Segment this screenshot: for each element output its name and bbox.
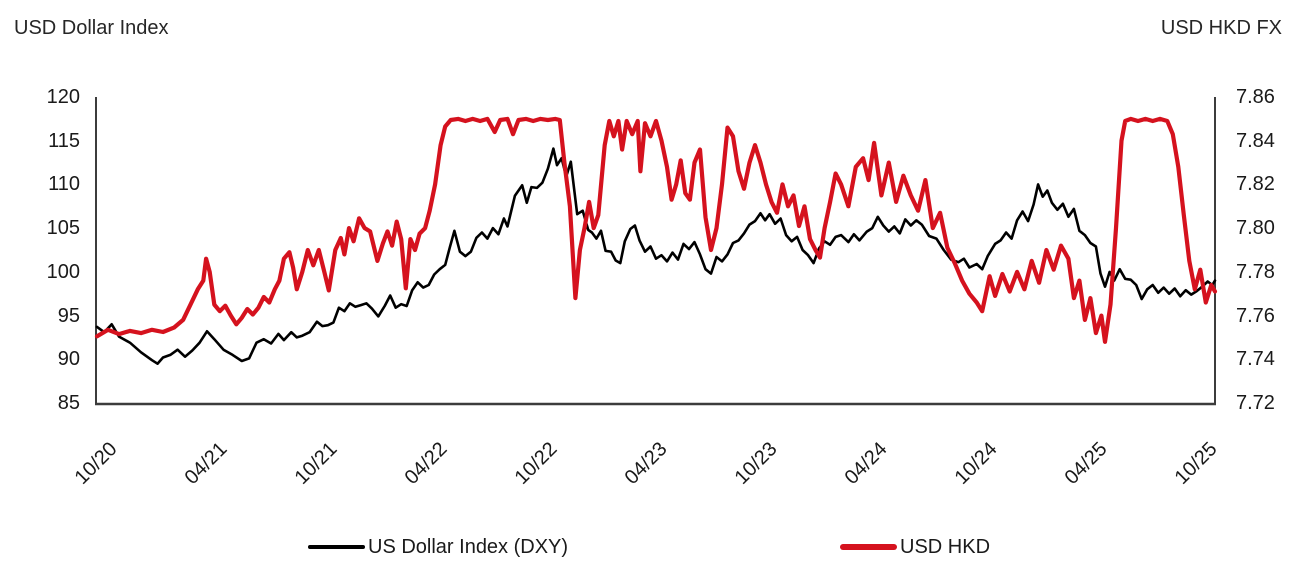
left-axis-title: USD Dollar Index xyxy=(14,17,169,39)
legend-label-dxy: US Dollar Index (DXY) xyxy=(368,536,569,558)
y-axis-left-tick-label: 115 xyxy=(48,129,80,152)
legend-item-dxy: US Dollar Index (DXY) xyxy=(308,533,568,561)
y-axis-right-tick-label: 7.80 xyxy=(1236,217,1275,240)
y-axis-right-tick-label: 7.76 xyxy=(1236,304,1275,327)
usdhkd-series-line xyxy=(94,116,1218,344)
y-axis-right-tick-label: 7.86 xyxy=(1236,86,1275,108)
chart-legend: US Dollar Index (DXY) USD HKD xyxy=(0,533,1296,563)
y-axis-right-tick-label: 7.84 xyxy=(1236,129,1275,152)
y-axis-left-tick-label: 85 xyxy=(57,392,80,414)
y-axis-left-tick-label: 110 xyxy=(48,173,80,196)
right-axis-title: USD HKD FX xyxy=(1160,17,1282,39)
y-axis-left-tick-label: 105 xyxy=(46,217,80,240)
legend-item-usdhkd: USD HKD xyxy=(840,533,990,561)
dxy-line-swatch xyxy=(308,545,365,549)
dxy-series-line xyxy=(95,147,1217,366)
y-axis-right-tick-label: 7.74 xyxy=(1236,348,1275,371)
y-axis-left-tick-label: 100 xyxy=(46,260,80,283)
y-axis-left-tick-label: 95 xyxy=(57,304,80,327)
legend-label-usdhkd: USD HKD xyxy=(900,536,991,558)
y-axis-right-tick-label: 7.82 xyxy=(1236,173,1275,196)
usdhkd-line-swatch xyxy=(840,544,897,550)
y-axis-right-tick-label: 7.72 xyxy=(1236,392,1275,414)
y-axis-left-tick-label: 120 xyxy=(46,86,80,108)
y-axis-right-tick-label: 7.78 xyxy=(1236,260,1275,283)
y-axis-left-tick-label: 90 xyxy=(57,348,80,371)
